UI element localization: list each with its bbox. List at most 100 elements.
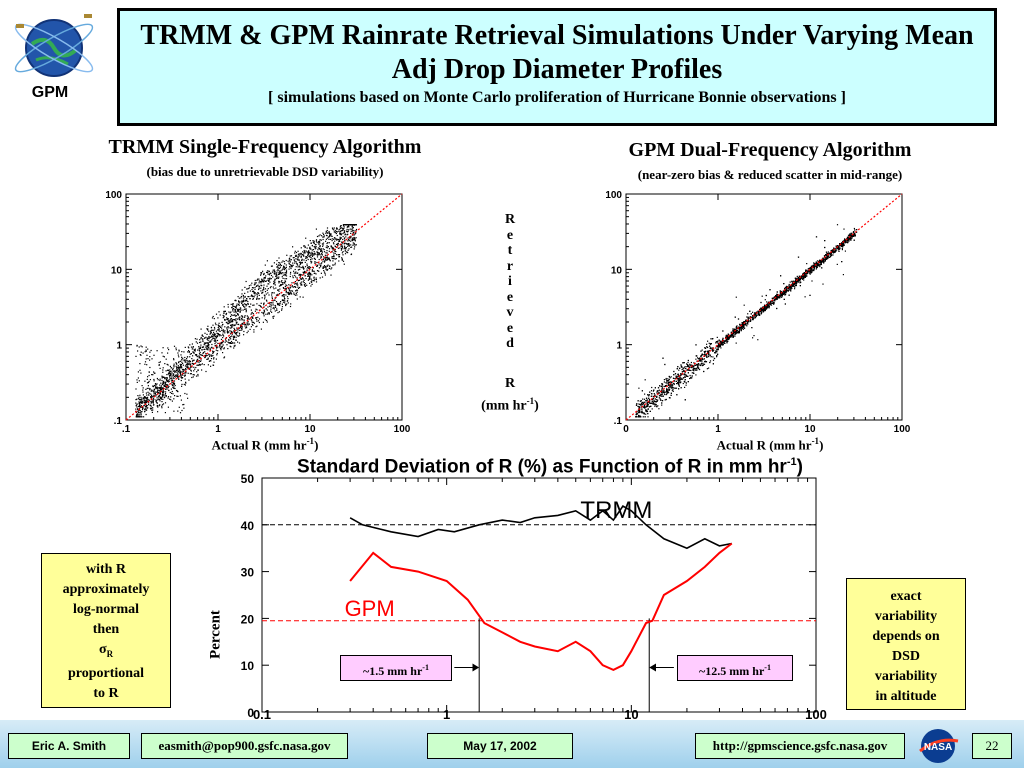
scatter-point: [332, 228, 333, 229]
scatter-point: [246, 326, 247, 327]
scatter-point: [137, 395, 138, 396]
scatter-point: [327, 256, 328, 257]
scatter-point: [152, 396, 153, 397]
scatter-point: [265, 291, 266, 292]
scatter-point: [347, 224, 348, 225]
scatter-point: [155, 393, 156, 394]
scatter-point: [299, 287, 300, 288]
scatter-point: [185, 365, 186, 366]
scatter-point: [352, 239, 353, 240]
scatter-point: [317, 256, 318, 257]
scatter-point: [251, 310, 252, 311]
scatter-point: [327, 247, 328, 248]
scatter-point: [157, 403, 158, 404]
scatter-point: [247, 315, 248, 316]
scatter-point: [354, 244, 355, 245]
scatter-point: [348, 239, 349, 240]
scatter-point: [197, 375, 198, 376]
scatter-point: [274, 282, 275, 283]
scatter-point: [168, 396, 169, 397]
scatter-point: [217, 353, 218, 354]
scatter-point: [237, 313, 238, 314]
scatter-point: [139, 346, 140, 347]
scatter-point: [322, 268, 323, 269]
scatter-point: [648, 408, 649, 409]
scatter-point: [839, 247, 840, 248]
scatter-point: [139, 404, 140, 405]
scatter-point: [226, 314, 227, 315]
scatter-point: [144, 364, 145, 365]
scatter-point: [260, 290, 261, 291]
scatter-point: [715, 347, 716, 348]
scatter-point: [162, 369, 163, 370]
scatter-point: [219, 334, 220, 335]
scatter-point: [314, 253, 315, 254]
scatter-point: [137, 413, 138, 414]
scatter-point: [184, 393, 185, 394]
scatter-point: [342, 230, 343, 231]
scatter-point: [356, 229, 357, 230]
scatter-point: [669, 376, 670, 377]
scatter-point: [335, 253, 336, 254]
scatter-point: [173, 371, 174, 372]
scatter-point: [305, 283, 306, 284]
scatter-point: [216, 350, 217, 351]
scatter-point: [321, 240, 322, 241]
scatter-point: [691, 362, 692, 363]
scatter-point: [283, 266, 284, 267]
scatter-point: [269, 278, 270, 279]
scatter-point: [147, 388, 148, 389]
scatter-point: [664, 379, 665, 380]
scatter-point: [197, 350, 198, 351]
scatter-point: [166, 396, 167, 397]
scatter-point: [318, 235, 319, 236]
scatter-point: [689, 369, 690, 370]
scatter-point: [314, 271, 315, 272]
scatter-point: [174, 364, 175, 365]
scatter-point: [650, 406, 651, 407]
scatter-point: [664, 364, 665, 365]
scatter-point: [168, 373, 169, 374]
scatter-point: [339, 233, 340, 234]
scatter-point: [295, 269, 296, 270]
scatter-point: [280, 271, 281, 272]
scatter-point: [320, 277, 321, 278]
scatter-point: [259, 282, 260, 283]
scatter-point: [290, 272, 291, 273]
scatter-point: [322, 261, 323, 262]
scatter-point: [704, 358, 705, 359]
scatter-point: [175, 371, 176, 372]
scatter-point: [279, 293, 280, 294]
scatter-point: [196, 339, 197, 340]
scatter-point: [148, 404, 149, 405]
scatter-point: [655, 387, 656, 388]
scatter-point: [183, 351, 184, 352]
scatter-point: [220, 314, 221, 315]
scatter-point: [686, 385, 687, 386]
scatter-point: [238, 309, 239, 310]
scatter-point: [162, 396, 163, 397]
scatter-point: [232, 321, 233, 322]
scatter-point: [285, 268, 286, 269]
scatter-point: [702, 363, 703, 364]
scatter-point: [221, 330, 222, 331]
scatter-point: [231, 341, 232, 342]
scatter-point: [194, 360, 195, 361]
scatter-point: [649, 392, 650, 393]
scatter-point: [264, 298, 265, 299]
scatter-point: [258, 298, 259, 299]
scatter-point: [308, 245, 309, 246]
scatter-point: [664, 381, 665, 382]
scatter-point: [329, 251, 330, 252]
scatter-point: [149, 371, 150, 372]
scatter-point: [321, 235, 322, 236]
scatter-point: [263, 274, 264, 275]
scatter-point: [208, 344, 209, 345]
scatter-point: [328, 246, 329, 247]
scatter-point: [272, 276, 273, 277]
scatter-point: [288, 302, 289, 303]
scatter-point: [833, 248, 834, 249]
scatter-point: [660, 400, 661, 401]
scatter-point: [149, 375, 150, 376]
scatter-point: [272, 296, 273, 297]
